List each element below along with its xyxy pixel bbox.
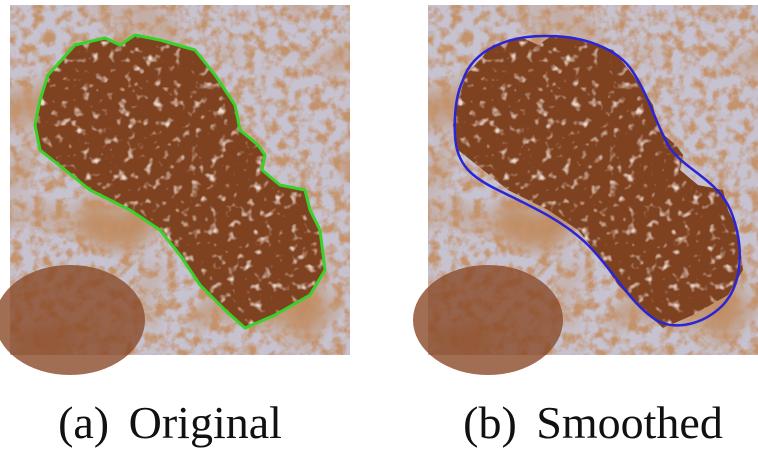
- panel-caption: Smoothed: [536, 397, 723, 448]
- panel-caption: Original: [129, 397, 282, 448]
- panel-b-image: [413, 5, 758, 375]
- page: (a) Original (b) Smoothed (() => { const…: [0, 0, 758, 462]
- tissue-region: [413, 265, 563, 375]
- panel-label: (b): [463, 397, 517, 448]
- caption-b: (b) Smoothed: [463, 397, 723, 448]
- figure: (a) Original (b) Smoothed: [0, 0, 758, 462]
- panel-a-image: [0, 5, 350, 375]
- tissue-region: [0, 265, 145, 375]
- panel-label: (a): [58, 397, 109, 448]
- caption-a: (a) Original: [58, 397, 282, 448]
